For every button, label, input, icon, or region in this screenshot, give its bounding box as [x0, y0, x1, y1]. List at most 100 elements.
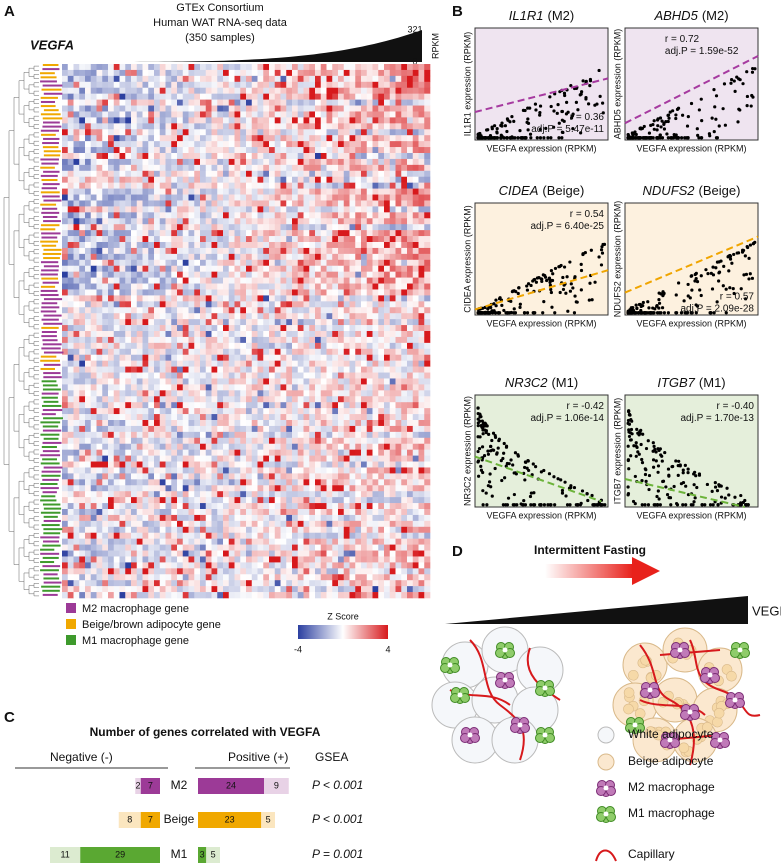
heatmap-cell [205, 348, 212, 356]
heatmap-cell [320, 182, 327, 189]
heatmap-cell [378, 473, 385, 480]
heatmap-cell [297, 295, 304, 302]
heatmap-cell [188, 277, 195, 284]
heatmap-cell [211, 200, 218, 207]
heatmap-cell [303, 176, 310, 183]
heatmap-cell [338, 277, 345, 284]
heatmap-cell [263, 242, 270, 249]
heatmap-cell [119, 158, 126, 166]
heatmap-cell [343, 81, 350, 89]
heatmap-cell [108, 188, 115, 195]
heatmap-cell [96, 366, 103, 373]
heatmap-cell [131, 348, 138, 356]
heatmap-cell [326, 81, 333, 89]
heatmap-cell [177, 503, 184, 510]
heatmap-cell [96, 372, 103, 379]
heatmap-cell [165, 520, 172, 528]
heatmap-cell [263, 206, 270, 213]
heatmap-cell [102, 384, 109, 391]
heatmap-cell [131, 514, 138, 522]
heatmap-cell [113, 461, 120, 468]
heatmap-cell [378, 289, 385, 296]
heatmap-cell [418, 431, 425, 439]
heatmap-cell [424, 479, 431, 486]
heatmap-cell [401, 509, 408, 516]
heatmap-cell [263, 503, 270, 510]
heatmap-cell [108, 158, 115, 166]
heatmap-cell [188, 514, 195, 522]
heatmap-cell [73, 230, 80, 237]
heatmap-cell [355, 431, 362, 439]
heatmap-cell [280, 188, 287, 195]
heatmap-cell [217, 313, 224, 320]
heatmap-cell [315, 384, 322, 391]
heatmap-cell [194, 242, 201, 249]
heatmap-cell [338, 111, 345, 118]
heatmap-cell [142, 176, 149, 183]
heatmap-cell [102, 236, 109, 243]
heatmap-cell [361, 307, 368, 314]
heatmap-cell [355, 414, 362, 421]
gene-name: VEGFA [30, 37, 74, 52]
heatmap-cell [366, 485, 373, 492]
heatmap-cell [200, 87, 207, 94]
heatmap-cell [338, 360, 345, 367]
heatmap-cell [102, 200, 109, 207]
heatmap-cell [67, 348, 74, 356]
heatmap-cell [113, 117, 120, 124]
heatmap-cell [125, 390, 132, 397]
heatmap-cell [418, 230, 425, 237]
heatmap-cell [148, 402, 155, 409]
heatmap-cell [366, 105, 373, 112]
heatmap-cell [62, 69, 69, 77]
heatmap-cell [309, 408, 316, 415]
heatmap-cell [148, 366, 155, 373]
heatmap-cell [211, 443, 218, 450]
heatmap-cell [136, 170, 143, 178]
heatmap-cell [309, 390, 316, 397]
heatmap-cell [131, 164, 138, 172]
heatmap-cell [395, 503, 402, 510]
heatmap-cell [73, 212, 80, 219]
heatmap-cell [320, 402, 327, 409]
heatmap-cell [234, 164, 241, 172]
heatmap-cell [119, 455, 126, 462]
heatmap-cell [223, 295, 230, 302]
heatmap-cell [395, 129, 402, 136]
heatmap-cell [228, 242, 235, 249]
heatmap-cell [366, 307, 373, 314]
heatmap-cell [125, 129, 132, 136]
heatmap-cell [372, 301, 379, 308]
heatmap-cell [251, 230, 258, 237]
heatmap-cell [246, 158, 253, 166]
heatmap-cell [366, 467, 373, 474]
heatmap-cell [418, 509, 425, 516]
heatmap-cell [240, 135, 247, 142]
heatmap-cell [240, 253, 247, 261]
heatmap-cell [280, 431, 287, 439]
heatmap-cell [223, 307, 230, 314]
heatmap-cell [205, 194, 212, 201]
heatmap-cell [320, 141, 327, 148]
heatmap-cell [148, 69, 155, 77]
heatmap-cell [223, 342, 230, 350]
heatmap-cell [131, 218, 138, 225]
heatmap-cell [171, 117, 178, 124]
heatmap-cell [194, 170, 201, 178]
heatmap-cell [361, 147, 368, 154]
heatmap-cell [378, 402, 385, 409]
heatmap-cell [418, 497, 425, 504]
heatmap-cell [263, 461, 270, 468]
heatmap-cell [159, 491, 166, 498]
heatmap-cell [125, 414, 132, 421]
heatmap-cell [67, 277, 74, 284]
heatmap-cell [389, 81, 396, 89]
heatmap-cell [401, 425, 408, 433]
heatmap-cell [366, 236, 373, 243]
heatmap-cell [200, 313, 207, 320]
heatmap-cell [366, 301, 373, 308]
heatmap-cell [280, 158, 287, 166]
heatmap-cell [372, 514, 379, 522]
heatmap-cell [85, 105, 92, 112]
heatmap-cell [320, 390, 327, 397]
